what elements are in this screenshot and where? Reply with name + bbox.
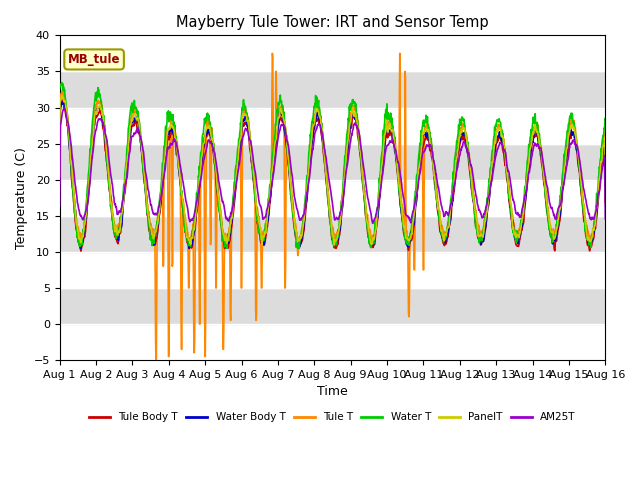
Tule Body T: [418, 149, 426, 155]
Tule T: [164, 245, 172, 251]
Water Body T: [239, 117, 246, 123]
Bar: [60, 180, 605, 216]
AM25T: [239, 137, 246, 143]
Tule T: [177, 347, 185, 352]
Water Body T: [178, 193, 186, 199]
Tule T: [56, 99, 63, 105]
PanelT: [538, 147, 545, 153]
Y-axis label: Temperature (C): Temperature (C): [15, 147, 28, 249]
Water T: [164, 110, 172, 116]
Line: Water T: Water T: [60, 83, 605, 249]
AM25T: [369, 220, 377, 226]
Water T: [56, 85, 63, 91]
Line: PanelT: PanelT: [60, 96, 605, 245]
Water Body T: [418, 143, 426, 148]
Legend: Tule Body T, Water Body T, Tule T, Water T, PanelT, AM25T: Tule Body T, Water Body T, Tule T, Water…: [85, 408, 580, 426]
Water T: [294, 246, 302, 252]
Line: Tule Body T: Tule Body T: [60, 100, 605, 251]
Tule Body T: [164, 135, 172, 141]
AM25T: [60, 105, 68, 110]
Water Body T: [489, 158, 497, 164]
PanelT: [239, 113, 246, 119]
Water Body T: [538, 151, 545, 157]
Tule T: [269, 50, 276, 56]
AM25T: [56, 203, 63, 208]
Water T: [418, 129, 426, 134]
Water Body T: [60, 96, 68, 102]
Water T: [177, 192, 185, 198]
AM25T: [489, 169, 497, 175]
PanelT: [489, 157, 497, 163]
Line: AM25T: AM25T: [60, 108, 605, 223]
Line: Tule T: Tule T: [60, 53, 605, 360]
PanelT: [56, 174, 63, 180]
X-axis label: Time: Time: [317, 385, 348, 398]
Bar: [60, 108, 605, 144]
Bar: [60, 252, 605, 288]
Water Body T: [164, 129, 172, 134]
PanelT: [164, 126, 172, 132]
Tule T: [418, 139, 426, 144]
AM25T: [418, 155, 426, 160]
Water T: [58, 80, 65, 85]
Bar: [60, 36, 605, 72]
Water T: [538, 150, 545, 156]
Bar: [60, 216, 605, 252]
Bar: [60, 288, 605, 324]
PanelT: [58, 93, 66, 98]
PanelT: [258, 242, 266, 248]
PanelT: [418, 144, 426, 149]
AM25T: [177, 170, 185, 176]
Water Body T: [77, 246, 84, 252]
AM25T: [164, 146, 172, 152]
Water Body T: [602, 198, 609, 204]
Tule Body T: [56, 180, 63, 186]
Tule Body T: [60, 97, 67, 103]
Tule Body T: [538, 157, 545, 163]
PanelT: [602, 197, 609, 203]
Text: MB_tule: MB_tule: [68, 53, 120, 66]
Water T: [489, 146, 497, 152]
Tule Body T: [178, 193, 186, 199]
AM25T: [602, 216, 609, 222]
Tule Body T: [489, 162, 497, 168]
AM25T: [538, 148, 545, 154]
Water T: [602, 117, 609, 122]
Tule T: [152, 357, 160, 363]
Tule Body T: [77, 248, 84, 254]
Water Body T: [56, 177, 63, 183]
Bar: [60, 144, 605, 180]
Tule Body T: [239, 121, 246, 127]
Tule T: [489, 148, 497, 154]
Water T: [239, 107, 246, 112]
Tule Body T: [602, 199, 609, 204]
Tule T: [602, 127, 609, 133]
Tule T: [538, 144, 545, 150]
Tule T: [239, 119, 246, 124]
Bar: [60, 72, 605, 108]
Bar: [60, 324, 605, 360]
Title: Mayberry Tule Tower: IRT and Sensor Temp: Mayberry Tule Tower: IRT and Sensor Temp: [176, 15, 489, 30]
PanelT: [177, 189, 185, 195]
Line: Water Body T: Water Body T: [60, 99, 605, 249]
